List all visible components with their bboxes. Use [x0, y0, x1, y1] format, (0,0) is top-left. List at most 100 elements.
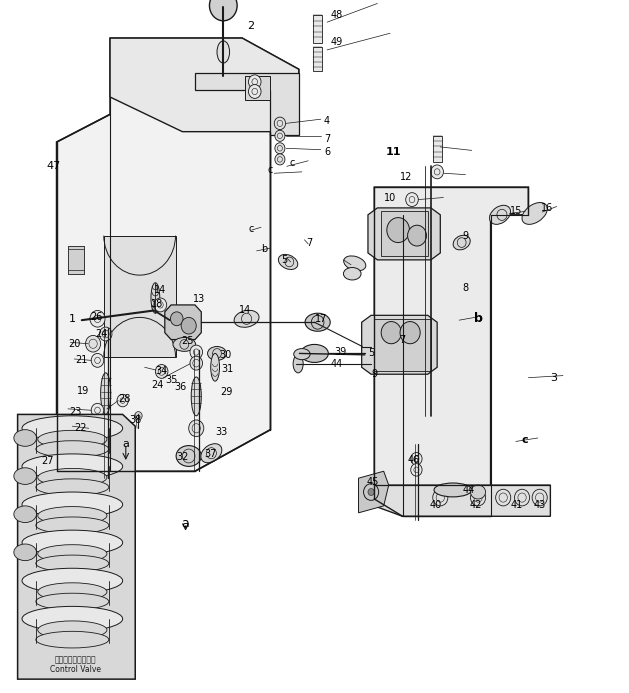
Ellipse shape: [343, 267, 361, 280]
Circle shape: [91, 403, 104, 417]
Ellipse shape: [470, 485, 486, 499]
Ellipse shape: [38, 583, 107, 601]
Text: 44: 44: [330, 359, 343, 369]
Text: 7: 7: [306, 238, 313, 247]
Ellipse shape: [489, 205, 511, 225]
Ellipse shape: [343, 256, 366, 271]
Circle shape: [433, 489, 448, 506]
Bar: [374, 319, 431, 371]
Text: 5: 5: [368, 349, 374, 358]
Circle shape: [275, 143, 285, 154]
Text: 38: 38: [130, 415, 142, 425]
Ellipse shape: [294, 349, 310, 360]
Text: 40: 40: [430, 500, 442, 509]
Text: 2: 2: [247, 21, 254, 31]
Text: 17: 17: [314, 314, 327, 324]
Text: 9: 9: [462, 231, 469, 240]
Ellipse shape: [38, 430, 107, 448]
Ellipse shape: [22, 530, 123, 555]
Ellipse shape: [38, 507, 107, 525]
Text: 32: 32: [176, 453, 189, 462]
Text: 4: 4: [324, 116, 330, 126]
Circle shape: [248, 75, 261, 89]
Text: b: b: [261, 245, 267, 254]
Circle shape: [387, 218, 409, 243]
Text: 10: 10: [384, 193, 396, 202]
Text: 29: 29: [220, 387, 233, 396]
Bar: [68, 246, 84, 274]
Text: 41: 41: [511, 500, 523, 509]
Text: 14: 14: [154, 285, 167, 295]
Polygon shape: [374, 187, 528, 516]
Text: 7: 7: [324, 134, 330, 143]
Ellipse shape: [14, 430, 36, 446]
Circle shape: [411, 464, 422, 476]
Circle shape: [496, 489, 511, 506]
Text: c: c: [522, 435, 528, 445]
Polygon shape: [18, 414, 135, 679]
Ellipse shape: [301, 344, 328, 362]
Circle shape: [515, 489, 530, 506]
Text: コントロールバルブ
Control Valve: コントロールバルブ Control Valve: [50, 655, 101, 674]
Circle shape: [209, 0, 237, 21]
Circle shape: [248, 85, 261, 98]
Text: 24: 24: [151, 380, 164, 390]
Ellipse shape: [151, 283, 160, 313]
Circle shape: [99, 327, 112, 341]
Text: 28: 28: [118, 394, 131, 404]
Text: 19: 19: [77, 386, 89, 396]
Circle shape: [532, 489, 547, 506]
Ellipse shape: [36, 517, 109, 534]
Text: 37: 37: [204, 449, 217, 459]
Circle shape: [181, 317, 196, 334]
Text: 48: 48: [330, 10, 343, 20]
Bar: [245, 76, 270, 100]
Circle shape: [189, 420, 204, 437]
Ellipse shape: [279, 254, 298, 270]
Circle shape: [431, 165, 443, 179]
Circle shape: [117, 394, 128, 407]
Ellipse shape: [36, 441, 109, 457]
Text: 18: 18: [151, 299, 164, 308]
Text: 9: 9: [371, 369, 377, 379]
Ellipse shape: [522, 202, 547, 225]
Bar: [313, 47, 322, 71]
Text: 15: 15: [509, 207, 522, 216]
Text: 24: 24: [96, 329, 108, 339]
Text: 36: 36: [174, 382, 187, 392]
Ellipse shape: [36, 631, 109, 648]
Ellipse shape: [38, 468, 107, 486]
Ellipse shape: [293, 355, 303, 373]
Ellipse shape: [22, 454, 123, 479]
Circle shape: [190, 356, 203, 370]
Polygon shape: [57, 38, 299, 471]
Ellipse shape: [234, 310, 259, 327]
Text: 27: 27: [41, 456, 53, 466]
Text: 13: 13: [192, 295, 205, 304]
Ellipse shape: [305, 313, 330, 331]
Ellipse shape: [22, 606, 123, 631]
Ellipse shape: [14, 544, 36, 561]
Polygon shape: [165, 305, 201, 340]
Text: 44: 44: [462, 485, 475, 495]
Ellipse shape: [36, 555, 109, 572]
Ellipse shape: [22, 568, 123, 593]
Text: 6: 6: [324, 148, 330, 157]
Text: 45: 45: [367, 477, 379, 487]
Circle shape: [400, 322, 420, 344]
Circle shape: [90, 310, 105, 327]
Text: 42: 42: [470, 500, 482, 509]
Ellipse shape: [208, 346, 226, 360]
Bar: [433, 136, 442, 162]
Bar: [381, 211, 428, 256]
Text: a: a: [182, 518, 189, 530]
Ellipse shape: [22, 492, 123, 517]
Ellipse shape: [36, 479, 109, 495]
Circle shape: [381, 322, 401, 344]
Circle shape: [155, 365, 168, 378]
Circle shape: [170, 312, 183, 326]
Circle shape: [86, 335, 101, 352]
Text: 7: 7: [399, 335, 406, 344]
Bar: [313, 15, 322, 43]
Text: 1: 1: [69, 314, 76, 324]
